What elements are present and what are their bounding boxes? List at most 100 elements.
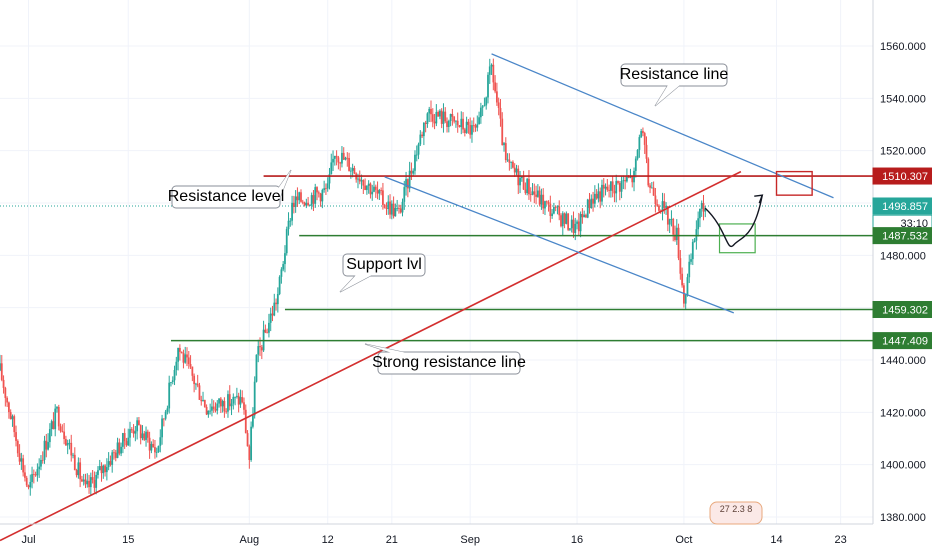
candle-body [364, 185, 367, 190]
candle-body [223, 400, 226, 412]
candle-body [148, 437, 151, 451]
candle-body [535, 194, 537, 197]
candle-body [150, 443, 153, 451]
candle-body [43, 440, 46, 461]
candle-body [40, 459, 42, 467]
candle-body [0, 363, 1, 371]
candle-body [462, 118, 464, 130]
price-labels: 1510.3071498.85733:101487.5321459.302144… [872, 167, 932, 350]
x-tick-label: 14 [770, 534, 782, 546]
candlestick-series [0, 58, 707, 496]
forecast-path [704, 195, 763, 248]
candle-body [383, 204, 386, 208]
chart-grid [0, 0, 873, 524]
target-zone-box [775, 170, 813, 196]
candle-body [193, 375, 196, 385]
candle-body [145, 431, 147, 440]
candle-body [465, 121, 468, 133]
candle-body [136, 420, 139, 432]
candle-body [120, 446, 123, 454]
candle-body [586, 199, 589, 218]
candle-body [415, 154, 418, 156]
candle-body [520, 175, 523, 178]
candle-body [219, 398, 222, 407]
candle-body [207, 410, 210, 415]
candle-body [8, 402, 10, 413]
candle-body [186, 354, 188, 358]
price-label-support2: 1459.302 [872, 300, 932, 318]
candle-body [89, 477, 92, 488]
candle-body [554, 207, 557, 208]
candle-body [38, 466, 41, 470]
candle-body [697, 218, 700, 230]
candle-body [13, 416, 16, 433]
candle-body [398, 207, 400, 209]
candle-body [620, 181, 623, 192]
candle-body [2, 379, 5, 388]
x-tick-label: 23 [835, 534, 847, 546]
candle-body [276, 293, 279, 305]
candle-body [214, 409, 217, 411]
y-tick-label: 1520.000 [880, 146, 926, 158]
candle-body [577, 221, 580, 232]
candle-body [209, 410, 212, 412]
candle-body [32, 474, 35, 475]
candle-body [109, 461, 112, 465]
candle-body [93, 479, 96, 488]
candle-body [102, 465, 105, 474]
candle-body [81, 479, 83, 482]
candle-body [579, 214, 582, 232]
candle-body [544, 201, 546, 209]
candle-body [253, 381, 256, 416]
candle-body [699, 208, 701, 219]
forecast-drawing [704, 170, 813, 254]
x-tick-label: Aug [240, 534, 260, 546]
candle-body [20, 458, 23, 462]
candle-body [305, 202, 308, 206]
candle-body [440, 110, 443, 124]
candle-body [264, 329, 267, 333]
candle-body [371, 191, 374, 195]
candle-body [410, 170, 413, 174]
candle-body [497, 102, 500, 108]
candle-body [178, 347, 181, 352]
x-tick-label: Oct [675, 534, 692, 546]
candle-body [545, 201, 548, 203]
candle-body [517, 168, 520, 186]
callout-support-lvl-text: Support lvl [346, 256, 422, 273]
candle-body [506, 159, 509, 161]
y-tick-label: 1540.000 [880, 93, 926, 105]
candle-body [104, 465, 106, 473]
candle-body [501, 118, 504, 146]
candle-body [494, 82, 497, 92]
price-label-bg [872, 197, 932, 215]
candle-body [243, 402, 245, 410]
price-label-text: 1487.532 [882, 231, 928, 243]
candle-body [196, 383, 199, 386]
candle-body [558, 206, 561, 216]
candle-body [403, 187, 406, 202]
candle-body [79, 462, 82, 480]
candle-body [349, 170, 352, 172]
candle-body [289, 220, 292, 222]
candle-body [330, 162, 333, 175]
candle-body [275, 302, 277, 305]
candle-body [597, 191, 600, 199]
candle-body [592, 198, 594, 204]
candle-body [107, 461, 110, 468]
candle-body [581, 214, 584, 218]
candle-body [533, 191, 536, 195]
candle-body [125, 441, 128, 446]
candle-body [114, 452, 117, 458]
candle-body [139, 425, 142, 439]
callout-strong-resistance-line: Strong resistance line [364, 343, 526, 375]
candle-body [250, 426, 253, 460]
candle-body [382, 190, 384, 205]
candle-body [91, 477, 94, 480]
candle-body [519, 177, 521, 186]
candle-body [205, 406, 208, 415]
candle-body [15, 432, 17, 441]
candle-body [68, 442, 71, 444]
